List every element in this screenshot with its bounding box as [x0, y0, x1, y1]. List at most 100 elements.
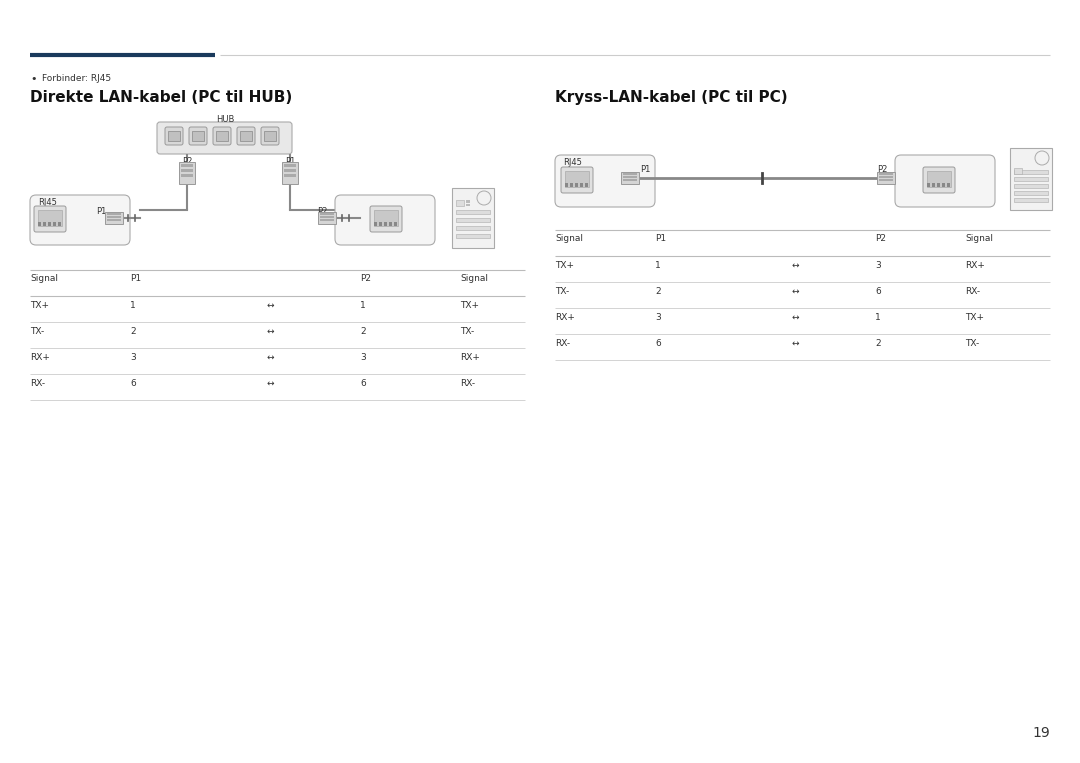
Text: ↔: ↔ — [792, 339, 799, 348]
Text: Forbinder: RJ45: Forbinder: RJ45 — [42, 74, 111, 83]
FancyBboxPatch shape — [370, 206, 402, 232]
Bar — [284, 164, 296, 167]
Text: P1: P1 — [640, 165, 650, 174]
Bar — [465, 200, 470, 203]
Bar — [48, 222, 51, 226]
Text: Signal: Signal — [966, 234, 993, 243]
Bar — [384, 222, 387, 226]
Text: TX+: TX+ — [460, 301, 480, 310]
Bar — [284, 174, 296, 177]
Text: P2: P2 — [360, 274, 372, 283]
Text: 1: 1 — [654, 261, 661, 270]
Bar — [585, 183, 588, 187]
Text: TX+: TX+ — [966, 313, 984, 322]
Text: P1: P1 — [96, 207, 106, 216]
Text: RX+: RX+ — [555, 313, 575, 322]
Bar — [575, 183, 578, 187]
Text: ↔: ↔ — [792, 313, 799, 322]
Text: 3: 3 — [875, 261, 881, 270]
Text: ↔: ↔ — [267, 327, 273, 336]
FancyBboxPatch shape — [157, 122, 292, 154]
FancyBboxPatch shape — [30, 195, 130, 245]
Text: •: • — [30, 74, 37, 84]
Bar — [565, 171, 589, 187]
Bar — [58, 222, 60, 226]
Bar — [879, 176, 893, 178]
Bar — [456, 210, 490, 214]
Bar — [282, 162, 298, 184]
Text: Signal: Signal — [30, 274, 58, 283]
Bar — [320, 213, 334, 215]
Bar — [181, 164, 193, 167]
Bar — [105, 212, 123, 224]
Text: RX-: RX- — [30, 379, 45, 388]
Text: ↔: ↔ — [267, 379, 273, 388]
Text: RX+: RX+ — [460, 353, 480, 362]
Bar — [456, 218, 490, 222]
FancyBboxPatch shape — [895, 155, 995, 207]
Bar — [623, 173, 637, 175]
Bar — [942, 183, 945, 187]
Bar — [927, 183, 930, 187]
Text: P2: P2 — [875, 234, 886, 243]
Text: ↔: ↔ — [792, 287, 799, 296]
FancyBboxPatch shape — [923, 167, 955, 193]
Text: RX-: RX- — [555, 339, 570, 348]
Text: RX-: RX- — [460, 379, 475, 388]
Text: 6: 6 — [360, 379, 366, 388]
Bar — [456, 234, 490, 238]
Text: 2: 2 — [360, 327, 366, 336]
Text: RJ45: RJ45 — [563, 158, 582, 167]
Bar — [565, 183, 568, 187]
Text: Signal: Signal — [555, 234, 583, 243]
Bar — [264, 131, 276, 141]
Bar — [192, 131, 204, 141]
Text: 19: 19 — [1032, 726, 1050, 740]
Text: 6: 6 — [875, 287, 881, 296]
FancyBboxPatch shape — [33, 206, 66, 232]
Bar — [374, 222, 377, 226]
Bar — [379, 222, 382, 226]
Bar — [570, 183, 573, 187]
FancyBboxPatch shape — [237, 127, 255, 145]
Bar — [937, 183, 940, 187]
Bar — [168, 131, 180, 141]
FancyBboxPatch shape — [335, 195, 435, 245]
Bar — [53, 222, 56, 226]
FancyBboxPatch shape — [165, 127, 183, 145]
Text: TX+: TX+ — [30, 301, 49, 310]
Text: P2: P2 — [877, 165, 887, 174]
Text: RJ45: RJ45 — [38, 198, 57, 207]
Text: RX+: RX+ — [966, 261, 985, 270]
Text: 1: 1 — [360, 301, 366, 310]
Bar — [1014, 168, 1022, 174]
Bar — [453, 188, 494, 248]
Text: 2: 2 — [875, 339, 880, 348]
Bar — [1014, 184, 1048, 188]
Bar — [181, 169, 193, 172]
Bar — [623, 179, 637, 181]
Text: HUB: HUB — [216, 115, 234, 124]
Text: 3: 3 — [130, 353, 136, 362]
Bar — [43, 222, 46, 226]
Text: 6: 6 — [130, 379, 136, 388]
Text: TX-: TX- — [460, 327, 474, 336]
Bar — [879, 179, 893, 181]
Text: TX-: TX- — [555, 287, 569, 296]
Bar — [320, 219, 334, 221]
Bar — [107, 213, 121, 215]
Text: Direkte LAN-kabel (PC til HUB): Direkte LAN-kabel (PC til HUB) — [30, 90, 293, 105]
Text: 2: 2 — [654, 287, 661, 296]
Text: ↔: ↔ — [267, 301, 273, 310]
Text: P1: P1 — [654, 234, 666, 243]
Text: 3: 3 — [654, 313, 661, 322]
Text: ↔: ↔ — [792, 261, 799, 270]
Bar — [1014, 170, 1048, 174]
Text: 1: 1 — [130, 301, 136, 310]
Text: TX+: TX+ — [555, 261, 573, 270]
Text: P2: P2 — [181, 157, 192, 166]
FancyBboxPatch shape — [213, 127, 231, 145]
Text: 2: 2 — [130, 327, 136, 336]
FancyBboxPatch shape — [555, 155, 654, 207]
Bar — [877, 172, 895, 184]
